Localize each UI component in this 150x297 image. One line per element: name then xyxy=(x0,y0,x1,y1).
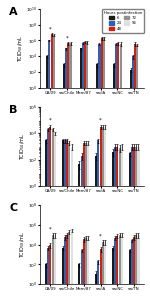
Text: C: C xyxy=(9,203,17,213)
Bar xyxy=(101,38,103,297)
Bar xyxy=(115,44,117,297)
Bar xyxy=(112,152,114,297)
Text: *: * xyxy=(49,118,52,123)
Bar xyxy=(131,240,133,297)
Bar xyxy=(132,56,134,297)
Bar xyxy=(83,143,85,297)
Bar xyxy=(100,127,102,297)
Bar xyxy=(65,48,67,297)
Bar xyxy=(50,127,51,297)
Legend: 6, 24, 48, 72, 96: 6, 24, 48, 72, 96 xyxy=(102,9,144,32)
Bar xyxy=(129,154,131,297)
Bar xyxy=(102,127,104,297)
Bar xyxy=(48,40,50,297)
Text: *: * xyxy=(99,118,102,123)
Bar xyxy=(118,148,121,297)
Bar xyxy=(129,250,131,297)
Bar xyxy=(95,156,97,297)
Bar xyxy=(80,48,82,297)
Bar xyxy=(45,140,47,297)
Bar xyxy=(64,140,66,297)
Bar xyxy=(130,70,132,297)
Text: B: B xyxy=(9,105,18,115)
Bar xyxy=(98,44,101,297)
Bar xyxy=(121,146,123,297)
Bar xyxy=(69,43,72,297)
Bar xyxy=(45,264,47,297)
Bar xyxy=(81,250,83,297)
Y-axis label: TCID$_{50}$/mL: TCID$_{50}$/mL xyxy=(18,133,27,160)
Y-axis label: TCID$_{50}$/mL: TCID$_{50}$/mL xyxy=(18,231,27,258)
Bar xyxy=(68,143,70,297)
Bar xyxy=(53,35,55,297)
Bar xyxy=(63,64,65,297)
Bar xyxy=(97,261,99,297)
Bar xyxy=(71,230,73,297)
Bar xyxy=(95,274,97,297)
Bar xyxy=(131,146,133,297)
Bar xyxy=(68,232,70,297)
Bar xyxy=(52,129,54,297)
Bar xyxy=(83,238,85,297)
Y-axis label: TCID$_{50}$/mL: TCID$_{50}$/mL xyxy=(16,35,25,62)
Bar xyxy=(102,241,104,297)
Bar xyxy=(64,237,66,297)
Bar xyxy=(133,237,135,297)
Bar xyxy=(62,248,64,297)
Bar xyxy=(134,44,136,297)
Bar xyxy=(50,244,51,297)
Bar xyxy=(82,43,84,297)
Text: *: * xyxy=(66,35,69,40)
Bar xyxy=(81,156,83,297)
Text: *: * xyxy=(49,226,52,231)
Bar xyxy=(78,164,80,297)
Bar xyxy=(136,45,138,297)
Bar xyxy=(116,236,118,297)
Bar xyxy=(113,64,115,297)
Text: *: * xyxy=(99,233,102,238)
Bar xyxy=(67,43,69,297)
Bar xyxy=(46,56,48,297)
Text: A: A xyxy=(9,7,18,17)
Bar xyxy=(103,38,105,297)
Bar xyxy=(97,140,99,297)
Bar xyxy=(112,248,114,297)
Bar xyxy=(114,146,116,297)
Bar xyxy=(133,146,135,297)
Bar xyxy=(71,146,73,297)
Bar xyxy=(104,241,106,297)
Bar xyxy=(51,34,53,297)
Bar xyxy=(104,127,106,297)
Bar xyxy=(135,146,137,297)
Bar xyxy=(85,238,87,297)
Bar xyxy=(85,143,87,297)
Bar xyxy=(100,249,102,297)
Bar xyxy=(47,129,49,297)
Bar xyxy=(87,143,89,297)
Bar xyxy=(66,140,68,297)
Bar xyxy=(87,238,89,297)
Bar xyxy=(84,42,86,297)
Bar xyxy=(116,146,118,297)
Bar xyxy=(137,146,140,297)
Bar xyxy=(118,235,121,297)
Bar xyxy=(66,235,68,297)
Bar xyxy=(120,44,122,297)
Bar xyxy=(86,42,88,297)
Bar xyxy=(54,133,56,297)
Bar xyxy=(137,235,140,297)
Bar xyxy=(121,235,123,297)
Text: *: * xyxy=(49,27,52,32)
Bar xyxy=(117,43,119,297)
Bar xyxy=(96,64,98,297)
Bar xyxy=(135,235,137,297)
Bar xyxy=(47,248,49,297)
Bar xyxy=(52,235,54,297)
Bar xyxy=(114,238,116,297)
Bar xyxy=(78,264,80,297)
Bar xyxy=(62,140,64,297)
Bar xyxy=(54,235,56,297)
